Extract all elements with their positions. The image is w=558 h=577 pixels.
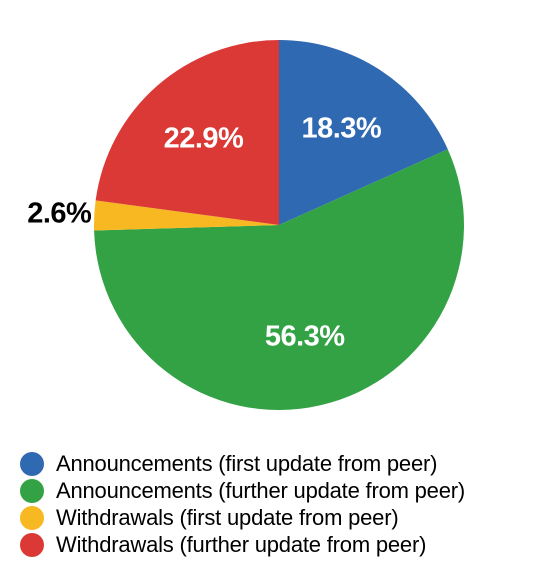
legend-swatch xyxy=(20,452,44,476)
legend-label: Announcements (first update from peer) xyxy=(56,451,437,477)
pie-label-ann_first: 18.3% xyxy=(301,112,381,145)
pie-label-ann_further: 56.3% xyxy=(265,320,345,353)
legend-label: Withdrawals (further update from peer) xyxy=(56,532,426,558)
pie-chart-area: 18.3% 56.3% 2.6% 22.9% xyxy=(0,0,558,450)
pie-label-wd_first: 2.6% xyxy=(27,197,91,230)
legend-item-ann-first: Announcements (first update from peer) xyxy=(20,451,538,477)
legend-swatch xyxy=(20,506,44,530)
legend-label: Withdrawals (first update from peer) xyxy=(56,505,398,531)
legend-item-wd-further: Withdrawals (further update from peer) xyxy=(20,532,538,558)
legend-item-ann-further: Announcements (further update from peer) xyxy=(20,478,538,504)
pie-label-wd_further: 22.9% xyxy=(164,122,244,155)
legend: Announcements (first update from peer) A… xyxy=(0,451,558,558)
legend-item-wd-first: Withdrawals (first update from peer) xyxy=(20,505,538,531)
legend-swatch xyxy=(20,533,44,557)
legend-swatch xyxy=(20,479,44,503)
legend-label: Announcements (further update from peer) xyxy=(56,478,465,504)
